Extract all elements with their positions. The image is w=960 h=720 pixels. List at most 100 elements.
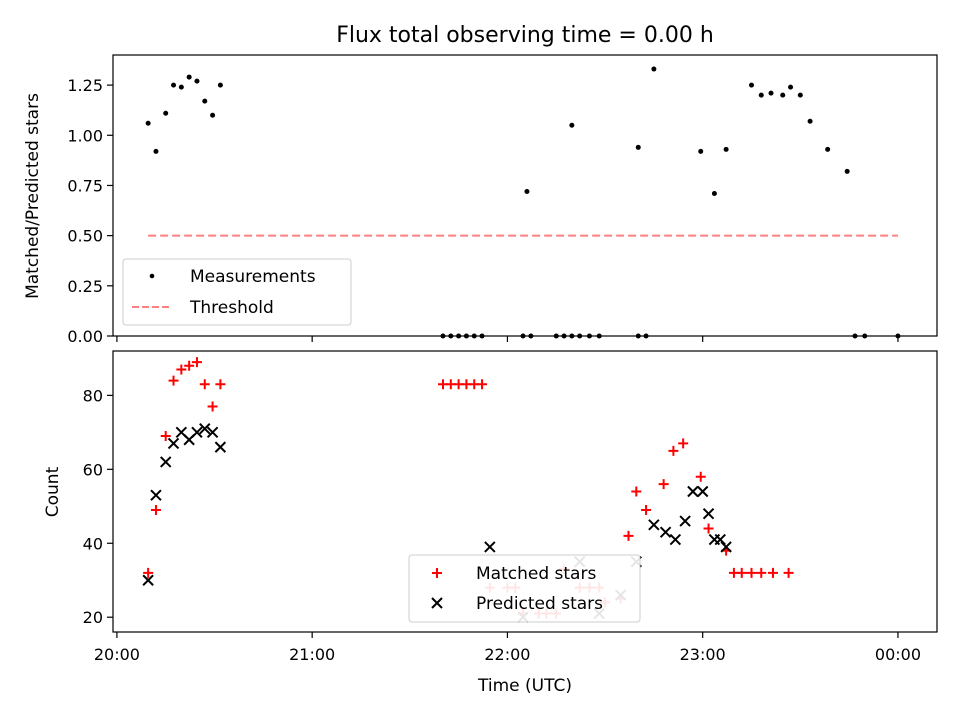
- predicted-star-point: [669, 533, 682, 546]
- measurements-legend-label: Measurements: [190, 267, 316, 287]
- x-axis-label: Time (UTC): [477, 676, 572, 696]
- measurement-point: [635, 333, 641, 339]
- measurement-point: [520, 333, 526, 339]
- count-y-ticks: 20 40 60 80: [83, 386, 113, 627]
- count-panel: Count 20 40 60 80 20:00 21:00 22:00 23:00 00:00…: [43, 350, 938, 664]
- count-y-tick-label: 60: [83, 460, 103, 479]
- matched-star-point: [199, 379, 210, 390]
- matched-star-point: [756, 567, 767, 578]
- measurement-point: [448, 333, 454, 339]
- count-y-tick-label: 80: [83, 386, 103, 405]
- matched-star-point: [678, 438, 689, 449]
- ratio-legend: Measurements Threshold: [122, 258, 352, 326]
- measurement-point: [178, 84, 184, 90]
- predicted-star-point: [714, 533, 726, 546]
- ratio-y-tick-label: 0.50: [67, 227, 103, 246]
- measurement-point: [153, 148, 159, 154]
- measurement-point: [749, 82, 755, 88]
- measurement-point: [844, 168, 850, 174]
- matched-star-point: [767, 567, 778, 578]
- measurement-point: [862, 333, 868, 339]
- predicted-star-point: [150, 489, 162, 501]
- measurement-point: [202, 98, 208, 104]
- predicted-star-point: [142, 574, 154, 586]
- measurement-point: [643, 333, 649, 339]
- measurement-point: [825, 146, 831, 152]
- predicted-star-point: [720, 541, 732, 553]
- measurement-point: [171, 82, 177, 88]
- measurement-point: [561, 333, 567, 339]
- measurement-point: [596, 333, 602, 339]
- ratio-y-tick-label: 0.75: [67, 176, 103, 195]
- measurement-point: [569, 333, 575, 339]
- predicted-star-point: [191, 426, 203, 439]
- matched-legend-marker: [432, 568, 442, 578]
- measurement-point: [194, 78, 200, 84]
- predicted-star-point: [206, 426, 219, 439]
- matched-star-point: [477, 379, 488, 390]
- predicted-star-point: [696, 485, 709, 498]
- ratio-x-ticks: [116, 336, 899, 342]
- count-y-axis-label: Count: [43, 466, 63, 517]
- measurement-point: [711, 190, 717, 196]
- predicted-star-point: [659, 526, 672, 538]
- ratio-y-tick-label: 0.25: [67, 277, 103, 296]
- matched-star-point: [143, 567, 154, 578]
- measurement-point: [145, 120, 151, 126]
- measurement-point: [895, 333, 901, 339]
- predicted-star-point: [167, 437, 180, 450]
- measurement-point: [553, 333, 559, 339]
- count-y-tick-label: 40: [83, 534, 103, 553]
- matched-star-point: [658, 479, 669, 490]
- count-y-tick-label: 20: [83, 608, 103, 627]
- x-tick-label: 20:00: [94, 645, 140, 664]
- measurement-point: [456, 333, 462, 339]
- matched-star-point: [207, 401, 218, 412]
- matched-star-point: [641, 504, 652, 515]
- measurement-point: [479, 333, 485, 339]
- measurement-point: [528, 333, 534, 339]
- matched-star-point: [215, 379, 226, 390]
- count-legend: Matched stars Predicted stars: [408, 554, 641, 623]
- predicted-star-point: [702, 507, 715, 520]
- count-legend-box: [408, 554, 641, 623]
- matched-star-point: [631, 486, 642, 497]
- matched-star-point: [191, 357, 202, 368]
- measurements-legend-marker: [149, 273, 155, 279]
- x-tick-label: 21:00: [289, 645, 335, 664]
- matched-star-point: [176, 364, 187, 375]
- measurement-point: [569, 122, 575, 128]
- ratio-legend-box: [122, 258, 352, 326]
- ratio-y-tick-label: 1.25: [67, 76, 103, 95]
- ratio-y-axis-label: Matched/Predicted stars: [23, 93, 43, 299]
- predicted-star-point: [214, 441, 227, 453]
- threshold-legend-label: Threshold: [189, 298, 274, 318]
- matched-star-point: [668, 445, 679, 456]
- matched-legend-label: Matched stars: [476, 564, 596, 584]
- x-tick-label: 00:00: [875, 645, 921, 664]
- measurement-point: [797, 92, 803, 98]
- measurement-point: [723, 146, 729, 152]
- ratio-marks: [145, 66, 901, 339]
- ratio-panel: Matched/Predicted stars 0.00 0.25 0.50 0.75…: [23, 54, 938, 346]
- measurement-point: [163, 110, 169, 116]
- predicted-legend-label: Predicted stars: [476, 594, 603, 614]
- measurement-point: [463, 333, 469, 339]
- chart-title: Flux total observing time = 0.00 h: [336, 23, 714, 48]
- measurement-point: [524, 188, 530, 194]
- ratio-y-tick-label: 0.00: [67, 327, 103, 346]
- count-x-ticks: 20:0021:0022:0023:0000:0001:0002:0003:00…: [94, 632, 921, 664]
- matched-star-point: [160, 431, 171, 442]
- matched-star-point: [150, 504, 161, 515]
- measurement-point: [440, 333, 446, 339]
- measurement-point: [768, 90, 774, 96]
- measurement-point: [852, 333, 858, 339]
- predicted-star-point: [648, 519, 660, 531]
- measurement-point: [577, 333, 583, 339]
- matched-star-point: [736, 567, 747, 578]
- predicted-star-point: [679, 515, 691, 527]
- matched-star-point: [168, 375, 179, 386]
- measurement-point: [217, 82, 223, 88]
- predicted-star-point: [687, 485, 699, 498]
- measurement-point: [635, 144, 641, 150]
